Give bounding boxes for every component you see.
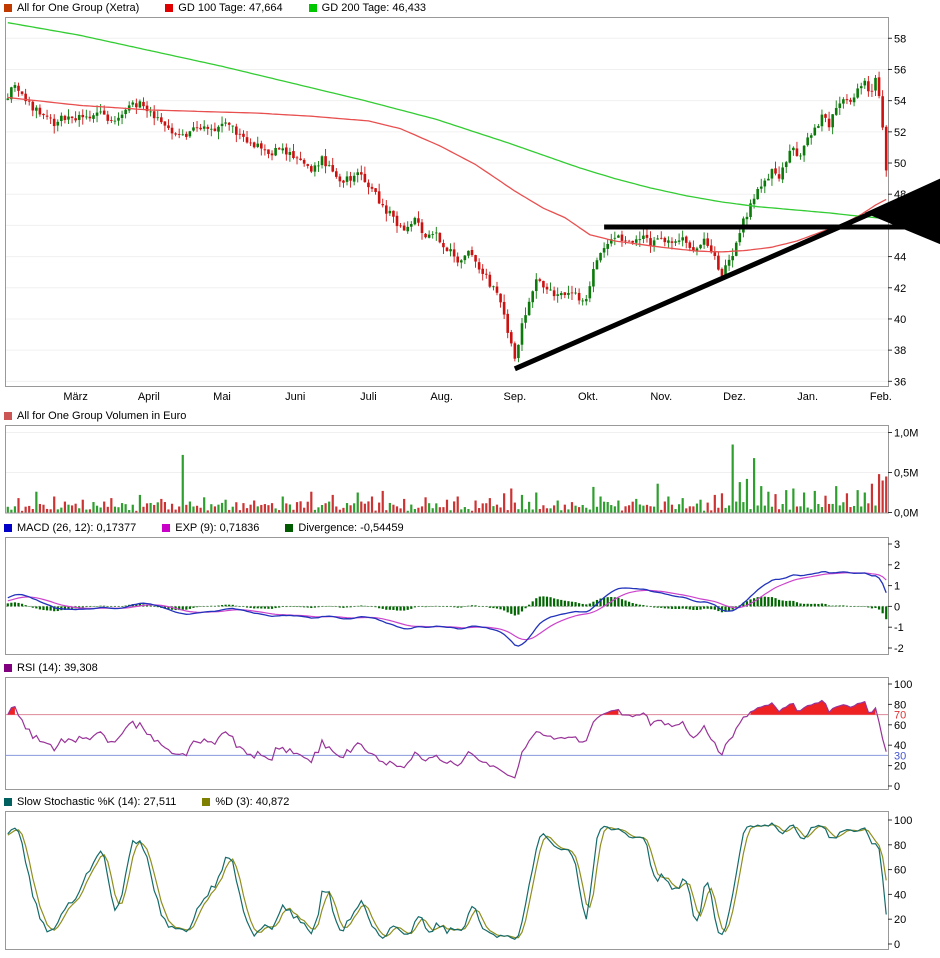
rsi-chart: 100 80 60 40 20 0 70 30 [5,677,912,793]
divergence-swatch-icon [285,524,294,532]
volume-swatch-icon [4,412,12,420]
rsi-panel: RSI (14): 39,308 100 80 60 40 20 0 70 30 [0,660,940,794]
svg-text:100: 100 [894,815,912,827]
exp-label: EXP (9): 0,71836 [175,522,260,534]
exp-swatch-icon [162,524,171,532]
svg-text:56: 56 [894,64,906,76]
legend-item-gd100: GD 100 Tage: 47,664 [165,2,283,14]
rsi-swatch-icon [4,664,12,672]
rsi-label: RSI (14): 39,308 [17,662,98,674]
svg-text:Jan.: Jan. [797,391,818,403]
svg-text:Okt.: Okt. [578,391,598,403]
svg-text:Nov.: Nov. [650,391,672,403]
svg-text:80: 80 [894,840,906,852]
svg-text:0: 0 [894,601,900,613]
gd100-label: GD 100 Tage: 47,664 [178,2,283,14]
svg-text:58: 58 [894,33,906,45]
instrument-swatch-icon [4,4,12,12]
svg-text:3: 3 [894,539,900,551]
svg-text:0,0M: 0,0M [894,508,918,520]
stoch-k-label: Slow Stochastic %K (14): 27,511 [17,796,177,808]
svg-text:Dez.: Dez. [723,391,746,403]
stoch-d-label: %D (3): 40,872 [215,796,290,808]
svg-text:März: März [63,391,87,403]
svg-text:Mai: Mai [213,391,231,403]
candlestick-chart: 585654525048464442403836MärzAprilMaiJuni… [5,17,940,403]
gd200-label: GD 200 Tage: 46,433 [321,2,427,14]
svg-text:30: 30 [894,750,906,762]
svg-text:40: 40 [894,889,906,901]
svg-text:2: 2 [894,560,900,572]
svg-text:80: 80 [894,699,906,711]
stochastic-chart: 100 80 60 40 20 0 [5,811,912,951]
svg-text:36: 36 [894,376,906,388]
volume-bar-chart: 1,0M 0,5M 0,0M [5,425,918,520]
instrument-label: All for One Group (Xetra) [17,2,140,14]
svg-text:20: 20 [894,761,906,773]
divergence-label: Divergence: -0,54459 [298,522,404,534]
svg-text:20: 20 [894,914,906,926]
svg-text:1: 1 [894,581,900,593]
macd-legend: MACD (26, 12): 0,17377 EXP (9): 0,71836 … [0,520,940,536]
svg-text:Sep.: Sep. [504,391,527,403]
legend-item-macd: MACD (26, 12): 0,17377 [4,522,136,534]
stoch-k-swatch-icon [4,798,12,806]
legend-item-instrument: All for One Group (Xetra) [4,2,139,14]
svg-text:0: 0 [894,781,900,793]
svg-text:50: 50 [894,158,906,170]
macd-chart: 3 2 1 0 -1 -2 [5,537,904,655]
gd100-swatch-icon [165,4,174,12]
legend-item-stoch-k: Slow Stochastic %K (14): 27,511 [4,796,176,808]
price-legend: All for One Group (Xetra) GD 100 Tage: 4… [0,0,940,16]
macd-panel: MACD (26, 12): 0,17377 EXP (9): 0,71836 … [0,520,940,660]
svg-text:0: 0 [894,939,900,951]
svg-text:38: 38 [894,345,906,357]
legend-item-rsi: RSI (14): 39,308 [4,662,98,674]
stochastic-legend: Slow Stochastic %K (14): 27,511 %D (3): … [0,794,940,810]
legend-item-exp: EXP (9): 0,71836 [162,522,259,534]
svg-text:0,5M: 0,5M [894,468,918,480]
svg-text:Juli: Juli [360,391,377,403]
svg-text:40: 40 [894,740,906,752]
svg-text:Aug.: Aug. [430,391,453,403]
stochastic-panel: Slow Stochastic %K (14): 27,511 %D (3): … [0,794,940,956]
svg-text:52: 52 [894,127,906,139]
legend-item-volume: All for One Group Volumen in Euro [4,410,186,422]
svg-text:April: April [138,391,160,403]
price-panel: All for One Group (Xetra) GD 100 Tage: 4… [0,0,940,408]
macd-swatch-icon [4,524,12,532]
svg-text:70: 70 [894,710,906,722]
volume-legend: All for One Group Volumen in Euro [0,408,940,424]
gd200-swatch-icon [308,4,317,12]
svg-text:Juni: Juni [285,391,305,403]
legend-item-stoch-d: %D (3): 40,872 [202,796,289,808]
svg-text:42: 42 [894,283,906,295]
svg-text:54: 54 [894,96,906,108]
svg-text:60: 60 [894,720,906,732]
svg-text:44: 44 [894,252,906,264]
svg-text:40: 40 [894,314,906,326]
macd-label: MACD (26, 12): 0,17377 [17,522,137,534]
svg-text:1,0M: 1,0M [894,428,918,440]
legend-item-divergence: Divergence: -0,54459 [285,522,404,534]
volume-label: All for One Group Volumen in Euro [17,410,187,422]
legend-item-gd200: GD 200 Tage: 46,433 [308,2,427,14]
svg-text:-1: -1 [894,622,904,634]
svg-text:60: 60 [894,865,906,877]
svg-text:Feb.: Feb. [870,391,892,403]
stoch-d-swatch-icon [202,798,211,806]
svg-text:100: 100 [894,679,912,691]
svg-text:-2: -2 [894,643,904,655]
rsi-legend: RSI (14): 39,308 [0,660,940,676]
volume-panel: All for One Group Volumen in Euro 1,0M 0,… [0,408,940,520]
